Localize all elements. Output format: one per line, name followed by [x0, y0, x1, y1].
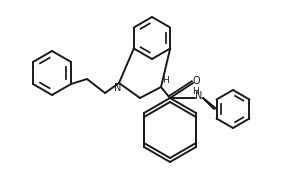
Text: N: N — [114, 83, 122, 93]
Text: H: H — [193, 86, 199, 95]
Text: O: O — [192, 76, 200, 86]
Text: H: H — [163, 76, 169, 84]
Text: N: N — [195, 91, 203, 101]
